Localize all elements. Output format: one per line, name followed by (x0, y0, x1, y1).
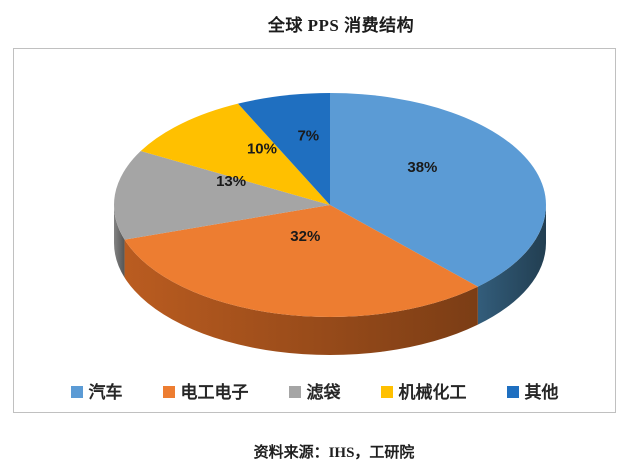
legend-item-3: 机械化工 (380, 382, 467, 402)
chart-title: 全球 PPS 消费结构 (267, 16, 415, 35)
legend-swatch-icon (162, 386, 175, 398)
pie-slice-side-2 (114, 205, 125, 278)
pie-slice-3 (140, 103, 330, 205)
pie-slice-4 (238, 93, 330, 205)
pie-slice-label-2: 13% (216, 173, 246, 190)
legend-swatch-icon (288, 386, 301, 398)
legend-label-2: 滤袋 (306, 382, 341, 402)
pie-slice-label-3: 10% (247, 140, 277, 157)
pie-slice-label-0: 38% (407, 159, 437, 176)
source-note: 资料来源：IHS，工研院 (253, 445, 415, 461)
pie-slice-side-0 (477, 205, 546, 325)
legend-item-4: 其他 (506, 382, 559, 402)
plot-area: 38% 32% 13% 10% 7% 汽车 电工电子 滤袋 机械化工 其他 (13, 48, 616, 413)
legend-label-4: 其他 (524, 382, 559, 402)
pie-slice-1 (124, 205, 478, 317)
legend-swatch-icon (506, 386, 519, 398)
pie-chart: 38% 32% 13%10% 7% (113, 93, 547, 355)
legend-swatch-icon (380, 386, 393, 398)
legend-label-0: 汽车 (88, 382, 123, 402)
legend: 汽车 电工电子 滤袋 机械化工 其他 (14, 379, 615, 405)
legend-label-1: 电工电子 (180, 382, 249, 402)
legend-label-3: 机械化工 (398, 382, 467, 402)
legend-swatch-icon (70, 386, 83, 398)
legend-item-2: 滤袋 (288, 382, 341, 402)
pie-slice-2 (113, 151, 331, 240)
legend-item-1: 电工电子 (162, 382, 249, 402)
pie-slice-0 (330, 93, 547, 287)
legend-item-0: 汽车 (70, 382, 123, 402)
pie-slice-label-1: 32% (290, 228, 320, 245)
pie-slice-side-1 (124, 239, 478, 355)
pie-slice-label-4: 7% (297, 128, 319, 145)
